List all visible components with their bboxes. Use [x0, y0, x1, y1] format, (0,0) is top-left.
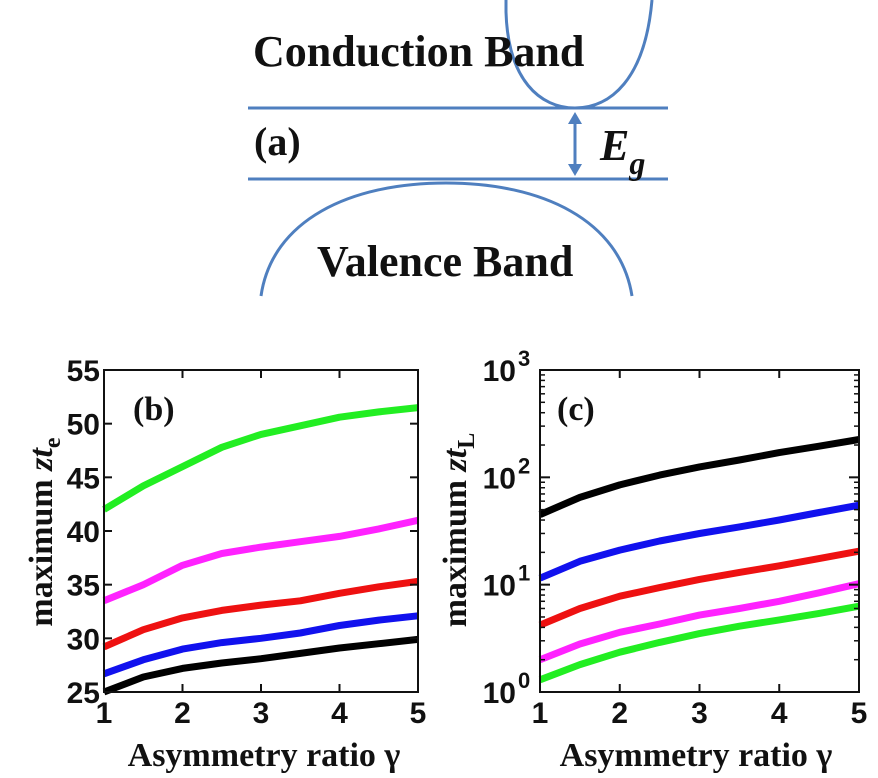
chart-b-ytick-label: 40: [67, 516, 100, 549]
chart-c-series-line-3: [538, 580, 860, 663]
chart-b-series-line-1: [102, 516, 419, 605]
chart-c: maximum ztL Asymmetry ratio γ (c) 1 2 3 4 5 1…: [437, 346, 867, 774]
band-diagram: Conduction Band Valence Band (a) Eg: [248, 0, 668, 297]
chart-c-ytick-base: 10: [483, 462, 516, 495]
chart-c-ylabel: maximum ztL: [437, 433, 480, 628]
chart-b-ylabel-italic: zt: [23, 447, 60, 472]
chart-c-ylabel-main: maximum: [437, 471, 474, 627]
conduction-band-parabola: [504, 0, 654, 110]
chart-b-ylabel-sub: e: [40, 437, 66, 448]
panel-a-label: (a): [254, 119, 301, 164]
chart-b-series-line-4: [102, 635, 419, 696]
chart-b-ylabel-main: maximum: [23, 471, 60, 627]
chart-c-xtick-label: 2: [611, 697, 628, 730]
chart-b-series-line-2: [102, 577, 419, 651]
valence-band-label: Valence Band: [317, 237, 573, 286]
chart-c-ytick-label: 10: [483, 355, 516, 388]
chart-b-panel-label: (b): [133, 391, 175, 428]
chart-b-xlabel: Asymmetry ratio γ: [128, 737, 401, 774]
chart-c-xtick-label: 5: [851, 697, 868, 730]
chart-c-ytick-base: 10: [483, 355, 516, 388]
chart-c-ytick-exponent: 2: [518, 453, 530, 478]
chart-c-series-line-2: [538, 547, 860, 629]
band-gap-symbol-letter: E: [599, 121, 629, 170]
chart-b-ytick-label: 50: [67, 409, 100, 442]
chart-b-xtick-label: 4: [331, 697, 348, 730]
band-gap-symbol-subscript: g: [628, 145, 645, 181]
chart-c-ytick-label: 10: [483, 462, 516, 495]
chart-b-xtick-label: 2: [174, 697, 191, 730]
conduction-band-label: Conduction Band: [253, 27, 584, 76]
chart-b-xtick-label: 5: [410, 697, 427, 730]
band-gap-arrow-head-up: [568, 112, 582, 124]
chart-c-ytick-label: 10: [483, 677, 516, 710]
chart-b-ytick-label: 45: [67, 462, 100, 495]
chart-c-series-line-4: [538, 602, 860, 684]
band-gap-symbol: Eg: [599, 121, 645, 181]
chart-c-series-line-1: [538, 501, 860, 582]
chart-b-ytick-label: 25: [67, 677, 100, 710]
chart-c-panel-label: (c): [557, 391, 595, 428]
chart-c-ytick-exponent: 0: [518, 668, 530, 693]
chart-b-ytick-label: 30: [67, 623, 100, 656]
chart-c-xlabel: Asymmetry ratio γ: [560, 737, 833, 774]
chart-c-xtick-label: 1: [532, 697, 549, 730]
chart-c-ytick-exponent: 1: [518, 561, 530, 586]
chart-b-series-line-3: [102, 612, 419, 678]
chart-c-ylabel-italic: zt: [437, 447, 474, 472]
chart-b-ylabel: maximum zte: [23, 437, 66, 627]
valence-band-dome: [259, 181, 634, 297]
chart-c-ytick-exponent: 3: [518, 346, 530, 371]
chart-c-ytick-label: 10: [483, 570, 516, 603]
chart-c-ylabel-sub: L: [454, 433, 480, 449]
chart-b-xtick-label: 1: [96, 697, 113, 730]
chart-c-ytick-base: 10: [483, 570, 516, 603]
chart-b: maximum zte Asymmetry ratio γ (b) 1 2 3 4 52…: [23, 355, 426, 774]
chart-b-xtick-label: 3: [253, 697, 270, 730]
chart-c-xtick-label: 4: [771, 697, 788, 730]
chart-c-xtick-label: 3: [691, 697, 708, 730]
chart-b-ytick-label: 55: [67, 355, 100, 388]
band-gap-arrow-head-down: [568, 164, 582, 176]
chart-b-ytick-label: 35: [67, 570, 100, 603]
chart-c-series-line-0: [538, 436, 860, 518]
chart-c-ytick-base: 10: [483, 677, 516, 710]
chart-b-series-line-0: [102, 404, 419, 513]
